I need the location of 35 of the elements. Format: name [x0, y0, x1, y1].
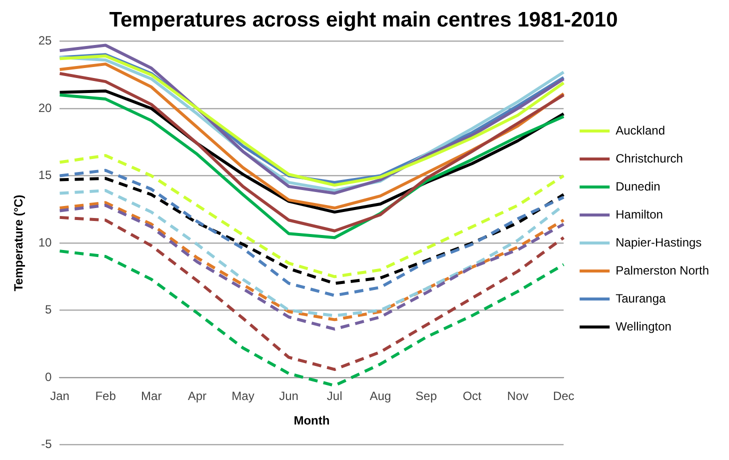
x-tick-label: Dec: [552, 389, 574, 404]
y-tick-label: 5: [45, 302, 52, 317]
legend-label: Auckland: [616, 123, 666, 138]
line-series: [58, 216, 566, 371]
x-tick-label: Nov: [507, 389, 528, 404]
x-tick-label: Jan: [50, 389, 70, 404]
legend-label: Napier-Hastings: [616, 235, 702, 250]
legend-label: Palmerston North: [616, 263, 710, 278]
legend-label: Christchurch: [616, 151, 683, 166]
x-tick-label: Apr: [188, 389, 207, 404]
legend-label: Dunedin: [616, 179, 660, 194]
x-tick-label: Jun: [279, 389, 298, 404]
y-tick-label: -5: [41, 437, 52, 452]
line-series: [58, 154, 566, 278]
y-tick-label: 25: [38, 34, 52, 48]
legend-label: Wellington: [616, 319, 672, 334]
line-series: [58, 168, 566, 297]
legend-label: Tauranga: [616, 291, 666, 306]
y-tick-label: 0: [45, 370, 52, 384]
y-tick-label: 20: [38, 100, 52, 115]
x-tick-label: Sep: [416, 389, 438, 404]
x-tick-label: Oct: [462, 389, 482, 404]
line-series: [58, 250, 566, 388]
legend-label: Hamilton: [616, 207, 663, 222]
y-tick-label: 15: [38, 168, 52, 182]
y-axis-title: Temperature (°C): [12, 194, 26, 292]
x-tick-label: Jul: [326, 389, 342, 404]
x-tick-label: Aug: [370, 389, 392, 404]
x-tick-label: May: [232, 389, 254, 404]
x-axis-title: Month: [294, 413, 330, 428]
line-series: [58, 176, 566, 285]
x-tick-label: Mar: [141, 389, 162, 404]
x-tick-label: Feb: [95, 389, 116, 404]
y-tick-label: 10: [38, 235, 52, 250]
chart-title: Temperatures across eight main centres 1981-2010: [109, 8, 618, 32]
